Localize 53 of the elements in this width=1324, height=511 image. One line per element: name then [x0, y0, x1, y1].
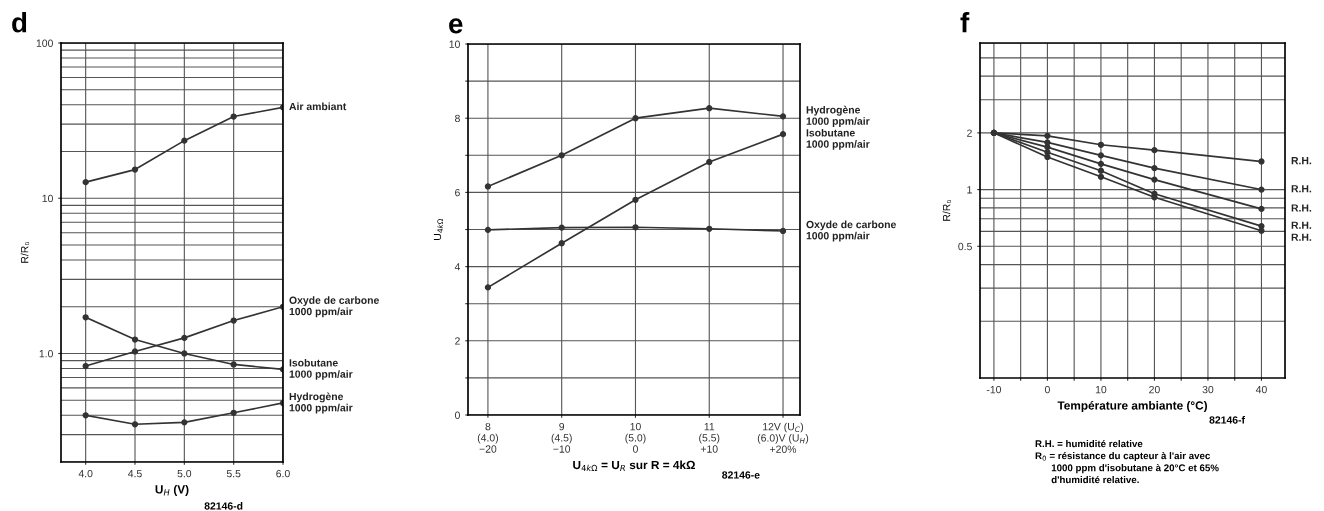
- text: Hydrogène 1000 ppm/air: [806, 105, 870, 127]
- y-tick-label: 1.0: [39, 349, 53, 358]
- x-tick-label: 6.0: [276, 469, 290, 478]
- y-tick-label: 8: [455, 114, 460, 123]
- y-axis-title: R/R₀: [20, 241, 30, 263]
- chart-title: f: [960, 12, 970, 33]
- x-tick-label: 11 (5.5) +10: [699, 423, 720, 453]
- x-tick-label: 4.5: [128, 470, 142, 478]
- y-tick-label: 4: [454, 263, 461, 271]
- y-tick-label: 100: [36, 39, 53, 47]
- text: R.H.: [1291, 221, 1312, 229]
- x-tick-label: 4.0: [78, 469, 93, 478]
- y-tick-label: 0.5: [958, 242, 972, 251]
- chart-title: e: [449, 18, 463, 34]
- text: Isobutane 1000 ppm/air: [806, 128, 870, 150]
- y-tick-label: 0: [454, 411, 460, 419]
- y-tick-label: 2: [967, 129, 972, 137]
- text: R.H.: [1291, 185, 1312, 193]
- x-tick-label: 10: [1095, 385, 1107, 394]
- x-tick-label: 9 (4.5) −10: [551, 422, 572, 453]
- x-axis-title: Température ambiante (°C): [1057, 400, 1207, 413]
- series-label: Isobutane 1000 ppm/air: [289, 358, 353, 380]
- x-tick-label: 20: [1149, 385, 1160, 394]
- text: 82146-e: [722, 471, 760, 479]
- series-label: Air ambiant: [289, 102, 347, 111]
- x-tick-label: 5.0: [177, 469, 192, 478]
- chart-title: d: [12, 12, 27, 33]
- text: R.H.: [1291, 233, 1312, 241]
- y-tick-label: 10: [449, 40, 460, 48]
- text: 82146-f: [1209, 416, 1246, 424]
- x-axis-title: U$_{H}$ (V): [155, 484, 189, 496]
- text: 82146-d: [204, 502, 243, 510]
- y-axis-title: U$_{4kΩ}$: [433, 218, 443, 240]
- text: R.H.: [1291, 157, 1312, 165]
- y-tick-label: 1: [967, 186, 972, 194]
- text: R.H.: [1291, 204, 1312, 212]
- text: R.H. = humidité relative R$_{0}$ = résistance du capteur à l'air avec 1000 ppm d'isobutane à 20°C et 65% d'humidité relative.: [1035, 439, 1219, 484]
- x-axis-title: U$_{4kΩ}$ = U$_{R}$ sur R = 4kΩ: [573, 460, 695, 471]
- text: Oxyde de carbone 1000 ppm/air: [806, 220, 896, 242]
- x-tick-label: 0: [1044, 385, 1050, 394]
- series-label: Oxyde de carbone 1000 ppm/air: [289, 296, 379, 318]
- series-label: Hydrogène 1000 ppm/air: [289, 392, 353, 414]
- x-tick-label: 12V (U$_{C}$) (6.0)V (U$_{H}$) +20%: [757, 422, 809, 453]
- x-tick-label: 40: [1255, 385, 1267, 394]
- x-tick-label: 30: [1202, 385, 1214, 394]
- y-tick-label: 2: [455, 337, 460, 345]
- y-axis-title: R/R₀: [942, 199, 952, 221]
- y-tick-label: 6: [455, 188, 460, 197]
- x-tick-label: 10 (5.0) 0: [625, 422, 646, 453]
- x-tick-label: 8 (4.0) −20: [477, 422, 498, 453]
- y-tick-label: 10: [42, 194, 53, 203]
- x-tick-label: 5.5: [226, 470, 241, 478]
- x-tick-label: -10: [986, 385, 1002, 394]
